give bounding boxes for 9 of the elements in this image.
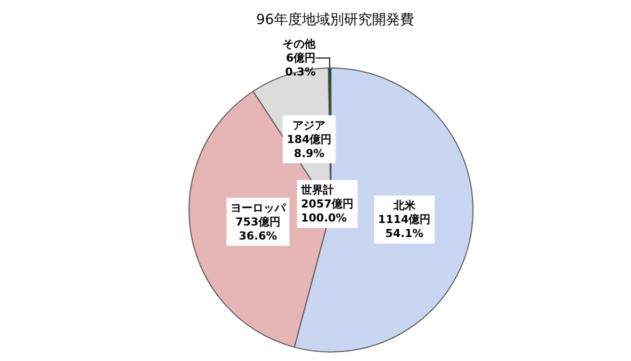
data-label: 184億円 8.9% <box>286 132 332 160</box>
data-label: 1114億円 54.1% <box>378 213 431 240</box>
chart-title: 96年度地域別研究開発費 <box>256 12 414 28</box>
slice-label: ヨーロッパ <box>230 201 286 214</box>
slice-label: アジア <box>292 118 326 132</box>
text: 世界計 2057億円 100.0% <box>300 184 354 224</box>
data-label: 753億円 36.6% <box>235 215 280 242</box>
slice-label: 北米 <box>392 199 416 212</box>
slice-label: その他 <box>282 38 317 51</box>
